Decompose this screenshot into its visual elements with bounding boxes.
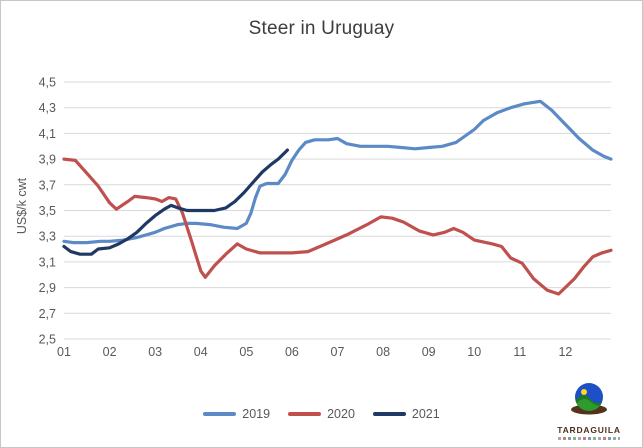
y-tick-label: 3,3 bbox=[39, 230, 56, 244]
x-tick-label: 05 bbox=[239, 345, 253, 359]
x-tick-label: 07 bbox=[331, 345, 345, 359]
legend-label: 2021 bbox=[411, 407, 440, 421]
y-tick-label: 2,5 bbox=[39, 333, 56, 347]
y-tick-label: 2,9 bbox=[39, 281, 56, 295]
y-tick-label: 4,1 bbox=[39, 127, 56, 141]
y-tick-label: 3,5 bbox=[39, 204, 56, 218]
chart-title: Steer in Uruguay bbox=[248, 18, 395, 39]
legend-label: 2019 bbox=[242, 407, 271, 421]
y-tick-label: 4,3 bbox=[39, 101, 56, 115]
series-line-2019 bbox=[62, 99, 613, 245]
x-tick-label: 10 bbox=[467, 345, 481, 359]
x-tick-label: 02 bbox=[103, 345, 117, 359]
logo-globe-icon bbox=[571, 383, 607, 415]
legend-label: 2020 bbox=[327, 407, 355, 421]
y-tick-label: 4,5 bbox=[39, 76, 56, 90]
x-tick-label: 11 bbox=[513, 345, 526, 359]
x-tick-label: 04 bbox=[194, 345, 208, 359]
x-tick-label: 12 bbox=[558, 345, 572, 359]
legend-item-2020: 2020 bbox=[288, 407, 355, 421]
legend-item-2019: 2019 bbox=[203, 407, 270, 421]
legend-swatch-2019 bbox=[203, 412, 237, 416]
x-tick-label: 01 bbox=[57, 345, 71, 359]
logo-sun bbox=[581, 389, 587, 395]
legend-item-2021: 2021 bbox=[372, 407, 440, 421]
tardaguila-logo: TARDAGUILA bbox=[550, 381, 628, 440]
legend-swatch-2020 bbox=[288, 412, 322, 416]
y-tick-label: 3,7 bbox=[39, 178, 56, 192]
series-line-2020 bbox=[62, 157, 613, 296]
x-tick-label: 03 bbox=[148, 345, 162, 359]
series-line-2021 bbox=[62, 148, 289, 256]
x-tick-label: 08 bbox=[376, 345, 390, 359]
x-tick-label: 09 bbox=[422, 345, 436, 359]
y-tick-label: 3,1 bbox=[39, 255, 56, 269]
legend: 2019 2020 2021 bbox=[1, 407, 642, 421]
y-tick-label: 2,7 bbox=[39, 307, 56, 321]
logo-text: TARDAGUILA bbox=[557, 425, 621, 435]
logo-tagline-strip bbox=[558, 437, 620, 440]
x-tick-label: 06 bbox=[285, 345, 299, 359]
legend-swatch-2021 bbox=[372, 412, 406, 416]
y-tick-label: 3,9 bbox=[39, 153, 56, 167]
